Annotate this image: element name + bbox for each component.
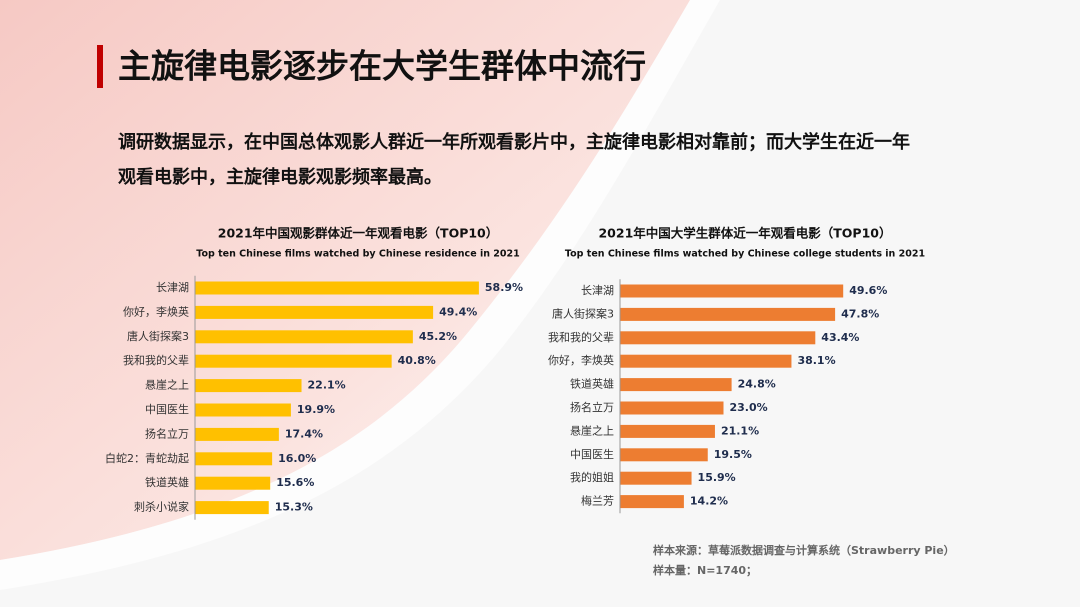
- value-label: 49.4%: [439, 305, 477, 318]
- category-label: 铁道英雄: [145, 475, 189, 489]
- description-line: 调研数据显示，在中国总体观影人群近一年所观看影片中，主旋律电影相对靠前；而大学生…: [118, 131, 910, 153]
- background-shape: [0, 0, 690, 560]
- category-label: 我和我的父辈: [123, 353, 189, 367]
- value-label: 43.4%: [821, 331, 859, 344]
- source-note: 样本来源：草莓派数据调查与计算系统（Strawberry Pie）: [653, 543, 955, 557]
- bar: [195, 427, 279, 441]
- chart-subtitle: Top ten Chinese films watched by Chinese…: [565, 249, 925, 260]
- category-label: 你好，李焕英: [548, 353, 614, 367]
- bar: [195, 452, 273, 466]
- value-label: 16.0%: [278, 452, 316, 465]
- chart-title: 2021年中国观影群体近一年观看电影（TOP10）: [218, 226, 499, 241]
- category-label: 你好，李焕英: [123, 304, 189, 318]
- value-label: 38.1%: [797, 354, 835, 367]
- page-title: 主旋律电影逐步在大学生群体中流行: [118, 47, 646, 86]
- bar: [195, 379, 302, 393]
- background-swoosh: [0, 0, 720, 590]
- value-label: 14.2%: [690, 495, 728, 508]
- category-label: 长津湖: [581, 284, 614, 297]
- sample-note: 样本量：N=1740；: [653, 563, 757, 577]
- title-accent: [97, 45, 103, 88]
- description-line: 观看电影中，主旋律电影观影频率最高。: [118, 166, 442, 188]
- category-label: 刺杀小说家: [134, 500, 189, 514]
- category-label: 白蛇2：青蛇劫起: [105, 451, 189, 465]
- value-label: 49.6%: [849, 284, 887, 297]
- value-label: 21.1%: [721, 424, 759, 437]
- category-label: 唐人街探案3: [127, 329, 189, 343]
- bar: [620, 284, 844, 298]
- category-label: 唐人街探案3: [552, 306, 614, 320]
- bar: [620, 495, 684, 509]
- value-label: 23.0%: [730, 401, 768, 414]
- value-label: 58.9%: [485, 281, 523, 294]
- category-label: 我的姐姐: [570, 470, 614, 484]
- category-label: 悬崖之上: [145, 378, 189, 392]
- value-label: 47.8%: [841, 307, 879, 320]
- category-label: 扬名立万: [570, 400, 614, 414]
- bar: [620, 307, 836, 321]
- value-label: 15.3%: [275, 501, 313, 514]
- value-label: 19.5%: [714, 448, 752, 461]
- category-label: 梅兰芳: [581, 494, 614, 508]
- value-label: 22.1%: [308, 379, 346, 392]
- value-label: 19.9%: [297, 403, 335, 416]
- bar: [620, 354, 792, 368]
- bar: [195, 330, 413, 344]
- value-label: 15.9%: [698, 471, 736, 484]
- chart-title: 2021年中国大学生群体近一年观看电影（TOP10）: [598, 226, 891, 241]
- value-label: 45.2%: [419, 330, 457, 343]
- bar: [620, 378, 732, 392]
- bar: [195, 501, 269, 515]
- bar: [195, 354, 392, 368]
- bar: [620, 448, 708, 462]
- chart-subtitle: Top ten Chinese films watched by Chinese…: [196, 249, 519, 260]
- value-label: 40.8%: [398, 354, 436, 367]
- bar: [620, 471, 692, 485]
- category-label: 我和我的父辈: [548, 330, 614, 344]
- category-label: 铁道英雄: [570, 377, 614, 391]
- category-label: 中国医生: [145, 402, 189, 416]
- bar: [195, 403, 291, 417]
- value-label: 15.6%: [276, 476, 314, 489]
- value-label: 17.4%: [285, 427, 323, 440]
- bar: [620, 401, 724, 415]
- category-label: 悬崖之上: [570, 423, 614, 437]
- category-label: 长津湖: [156, 281, 189, 294]
- bar: [620, 331, 816, 345]
- bar: [195, 281, 479, 295]
- value-label: 24.8%: [738, 378, 776, 391]
- category-label: 中国医生: [570, 447, 614, 461]
- bar: [195, 476, 271, 490]
- bar: [620, 424, 715, 438]
- bar: [195, 305, 434, 319]
- category-label: 扬名立万: [145, 426, 189, 440]
